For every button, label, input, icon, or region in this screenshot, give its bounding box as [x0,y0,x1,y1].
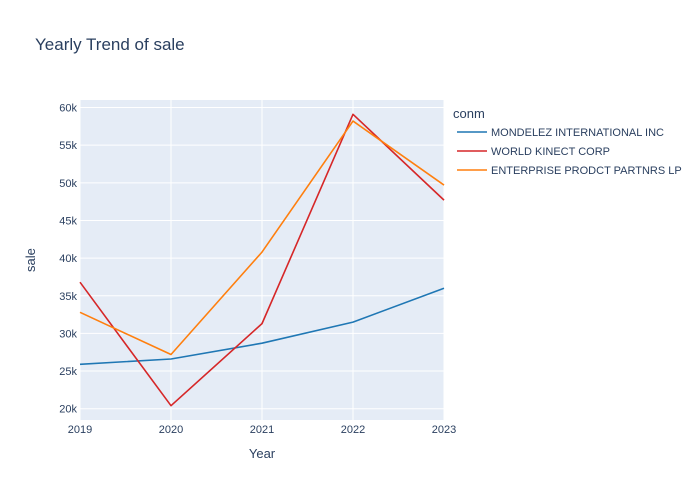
x-tick-label: 2022 [341,424,365,436]
x-axis-title: Year [249,446,276,461]
legend-label: ENTERPRISE PRODCT PARTNRS LP [491,165,682,177]
legend-item[interactable]: WORLD KINECT CORP [457,146,610,158]
y-tick-label: 60k [59,103,77,115]
chart-title: Yearly Trend of sale [35,35,185,54]
x-axis-ticks: 2019 2020 2021 2022 2023 [68,424,456,436]
x-tick-label: 2020 [159,424,183,436]
y-tick-label: 40k [59,253,77,265]
y-tick-label: 45k [59,215,77,227]
x-tick-label: 2019 [68,424,92,436]
x-tick-label: 2021 [250,424,274,436]
legend-label: WORLD KINECT CORP [491,146,610,158]
series-line-1 [79,287,445,366]
legend: conm MONDELEZ INTERNATIONAL INC WORLD KIN… [453,106,682,177]
gridlines [79,100,445,420]
y-tick-label: 55k [59,140,77,152]
y-tick-label: 50k [59,178,77,190]
legend-label: MONDELEZ INTERNATIONAL INC [491,127,664,139]
y-axis-ticks: 20k 25k 30k 35k 40k 45k 50k 55k 60k [59,103,77,416]
y-tick-label: 20k [59,404,77,416]
legend-item[interactable]: ENTERPRISE PRODCT PARTNRS LP [457,165,682,177]
y-tick-label: 25k [59,366,77,378]
y-tick-label: 30k [59,328,77,340]
legend-item[interactable]: MONDELEZ INTERNATIONAL INC [457,127,664,139]
legend-title: conm [453,106,485,121]
y-tick-label: 35k [59,291,77,303]
series-line-3 [79,120,445,356]
series-lines [79,113,445,407]
x-tick-label: 2023 [432,424,456,436]
y-axis-title: sale [23,248,38,272]
